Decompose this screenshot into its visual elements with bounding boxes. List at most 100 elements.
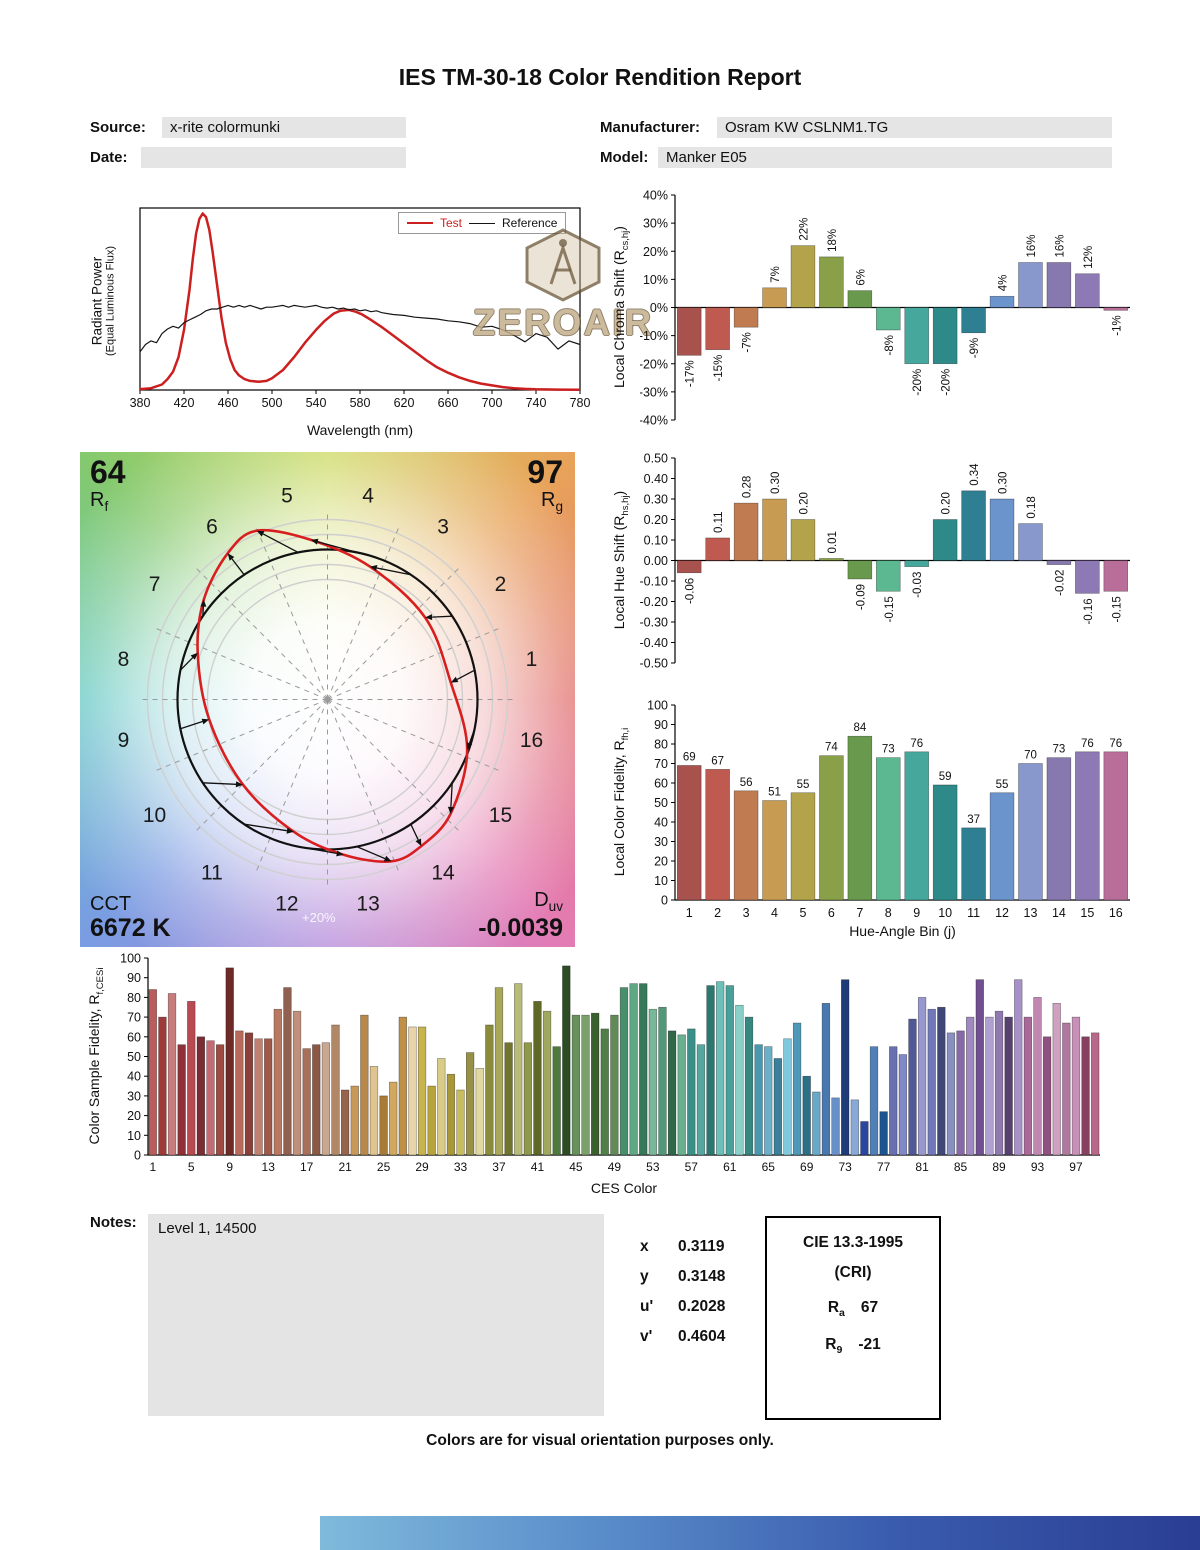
svg-text:73: 73 (838, 1160, 852, 1174)
svg-text:37: 37 (492, 1160, 506, 1174)
hue-shift-chart-svg: -0.50 -0.40 -0.30 -0.20 -0.10 0.00 0.10 0.20 0.3… (640, 452, 1130, 671)
svg-text:-20%: -20% (912, 369, 924, 396)
svg-text:77: 77 (877, 1160, 891, 1174)
page-title: IES TM-30-18 Color Rendition Report (398, 64, 802, 90)
svg-text:0.20: 0.20 (798, 492, 810, 514)
source-field[interactable]: x-rite colormunki (162, 117, 406, 138)
svg-text:0: 0 (134, 1149, 141, 1163)
svg-text:-0.16: -0.16 (1083, 598, 1095, 624)
svg-text:16%: 16% (1054, 234, 1066, 257)
svg-text:660: 660 (438, 396, 459, 410)
ces-y-axis-label: Color Sample Fidelity, Rf,CESi (86, 967, 106, 1145)
svg-text:73: 73 (1053, 744, 1066, 756)
cri-subtitle: (CRI) (834, 1264, 872, 1281)
spd-x-axis-label: Wavelength (nm) (306, 422, 414, 438)
svg-text:97: 97 (1069, 1160, 1083, 1174)
svg-text:5: 5 (188, 1160, 195, 1174)
svg-text:90: 90 (127, 971, 141, 985)
svg-text:10%: 10% (643, 273, 668, 287)
svg-text:0.10: 0.10 (644, 534, 668, 548)
svg-text:0.30: 0.30 (998, 472, 1010, 494)
svg-text:-20%: -20% (640, 357, 668, 371)
svg-text:0.30: 0.30 (644, 493, 668, 507)
date-field[interactable] (141, 147, 406, 168)
svg-text:-0.20: -0.20 (640, 595, 668, 609)
cri-ra-row: Ra 67 (827, 1299, 879, 1320)
svg-text:700: 700 (482, 396, 503, 410)
svg-text:30: 30 (654, 835, 668, 849)
cvg-ring-label: +20% (302, 910, 336, 925)
svg-text:-0.09: -0.09 (855, 584, 867, 610)
svg-text:0.20: 0.20 (644, 513, 668, 527)
notes-field[interactable]: Level 1, 14500 (148, 1214, 604, 1416)
svg-text:380: 380 (130, 396, 151, 410)
svg-text:580: 580 (350, 396, 371, 410)
svg-text:60: 60 (654, 777, 668, 791)
test-legend-label: Test (440, 216, 463, 230)
svg-text:-0.40: -0.40 (640, 636, 668, 650)
svg-text:50: 50 (127, 1050, 141, 1064)
svg-text:50: 50 (654, 796, 668, 810)
chromaticity-v-row: v' 0.4604 (640, 1328, 726, 1345)
ces-fidelity-panel: 0 10 20 30 40 50 60 70 80 90 100 1 5 9 13 17 21 25 29 33 37 4… (86, 948, 1170, 1196)
svg-text:30: 30 (127, 1089, 141, 1103)
hue-shift-y-axis-label: Local Hue Shift (Rhs,hj) (611, 490, 631, 630)
svg-text:55: 55 (996, 779, 1009, 791)
svg-text:-7%: -7% (742, 332, 754, 352)
svg-text:37: 37 (967, 814, 980, 826)
svg-text:13: 13 (262, 1160, 276, 1174)
svg-text:76: 76 (1109, 738, 1122, 750)
chroma-shift-chart-svg: -40% -30% -20% -10% 0% 10% 20% 30% 40% -17% -15% -7… (640, 189, 1130, 428)
color-vector-graphic: 1 2 3 4 5 6 7 8 9 10 11 12 13 14 15 16 64 Rf 97 Rg CCT … (80, 452, 575, 947)
svg-text:29: 29 (415, 1160, 429, 1174)
svg-text:81: 81 (915, 1160, 929, 1174)
svg-text:-1%: -1% (1111, 315, 1123, 335)
svg-text:51: 51 (768, 787, 781, 799)
model-field[interactable]: Manker E05 (658, 147, 1112, 168)
svg-text:7: 7 (149, 573, 161, 596)
svg-text:540: 540 (306, 396, 327, 410)
svg-text:55: 55 (797, 779, 810, 791)
svg-text:14: 14 (1052, 906, 1066, 920)
svg-text:-0.06: -0.06 (685, 578, 697, 604)
svg-text:460: 460 (218, 396, 239, 410)
manufacturer-field[interactable]: Osram KW CSLNM1.TG (717, 117, 1112, 138)
svg-text:-10%: -10% (640, 329, 668, 343)
svg-text:6%: 6% (855, 269, 867, 286)
svg-text:57: 57 (685, 1160, 699, 1174)
svg-text:53: 53 (646, 1160, 660, 1174)
svg-text:2: 2 (714, 906, 721, 920)
svg-text:420: 420 (174, 396, 195, 410)
svg-text:8: 8 (118, 648, 130, 671)
svg-text:-0.15: -0.15 (1111, 596, 1123, 622)
svg-text:500: 500 (262, 396, 283, 410)
svg-text:16: 16 (520, 729, 543, 752)
cri-r9-row: R9 -21 (825, 1336, 881, 1357)
chromaticity-x-row: x 0.3119 (640, 1238, 725, 1255)
cri-box: CIE 13.3-1995 (CRI) Ra 67 R9 -21 (765, 1216, 941, 1420)
svg-text:3: 3 (743, 906, 750, 920)
ces-fidelity-chart-svg: 0 10 20 30 40 50 60 70 80 90 100 1 5 9 13 17 21 25 29 33 37 4… (120, 952, 1100, 1174)
source-label: Source: (90, 119, 146, 136)
svg-text:-40%: -40% (640, 414, 668, 428)
svg-text:12: 12 (995, 906, 1009, 920)
svg-text:76: 76 (910, 738, 923, 750)
bottom-gradient-bar (320, 1516, 1200, 1550)
svg-text:740: 740 (526, 396, 547, 410)
svg-text:100: 100 (647, 699, 668, 713)
rg-score: 97 Rg (527, 454, 563, 514)
svg-text:33: 33 (454, 1160, 468, 1174)
svg-text:76: 76 (1081, 738, 1094, 750)
svg-text:90: 90 (654, 718, 668, 732)
svg-text:1: 1 (526, 648, 538, 671)
svg-text:2: 2 (495, 573, 507, 596)
svg-text:0.20: 0.20 (941, 492, 953, 514)
svg-text:10: 10 (938, 906, 952, 920)
svg-text:-30%: -30% (640, 385, 668, 399)
svg-text:0.50: 0.50 (644, 452, 668, 466)
spd-chart-svg: 380 420 460 500 540 580 620 660 700 740 780 (130, 207, 590, 410)
svg-text:30%: 30% (643, 217, 668, 231)
svg-text:11: 11 (201, 861, 223, 884)
svg-text:0.18: 0.18 (1026, 496, 1038, 518)
